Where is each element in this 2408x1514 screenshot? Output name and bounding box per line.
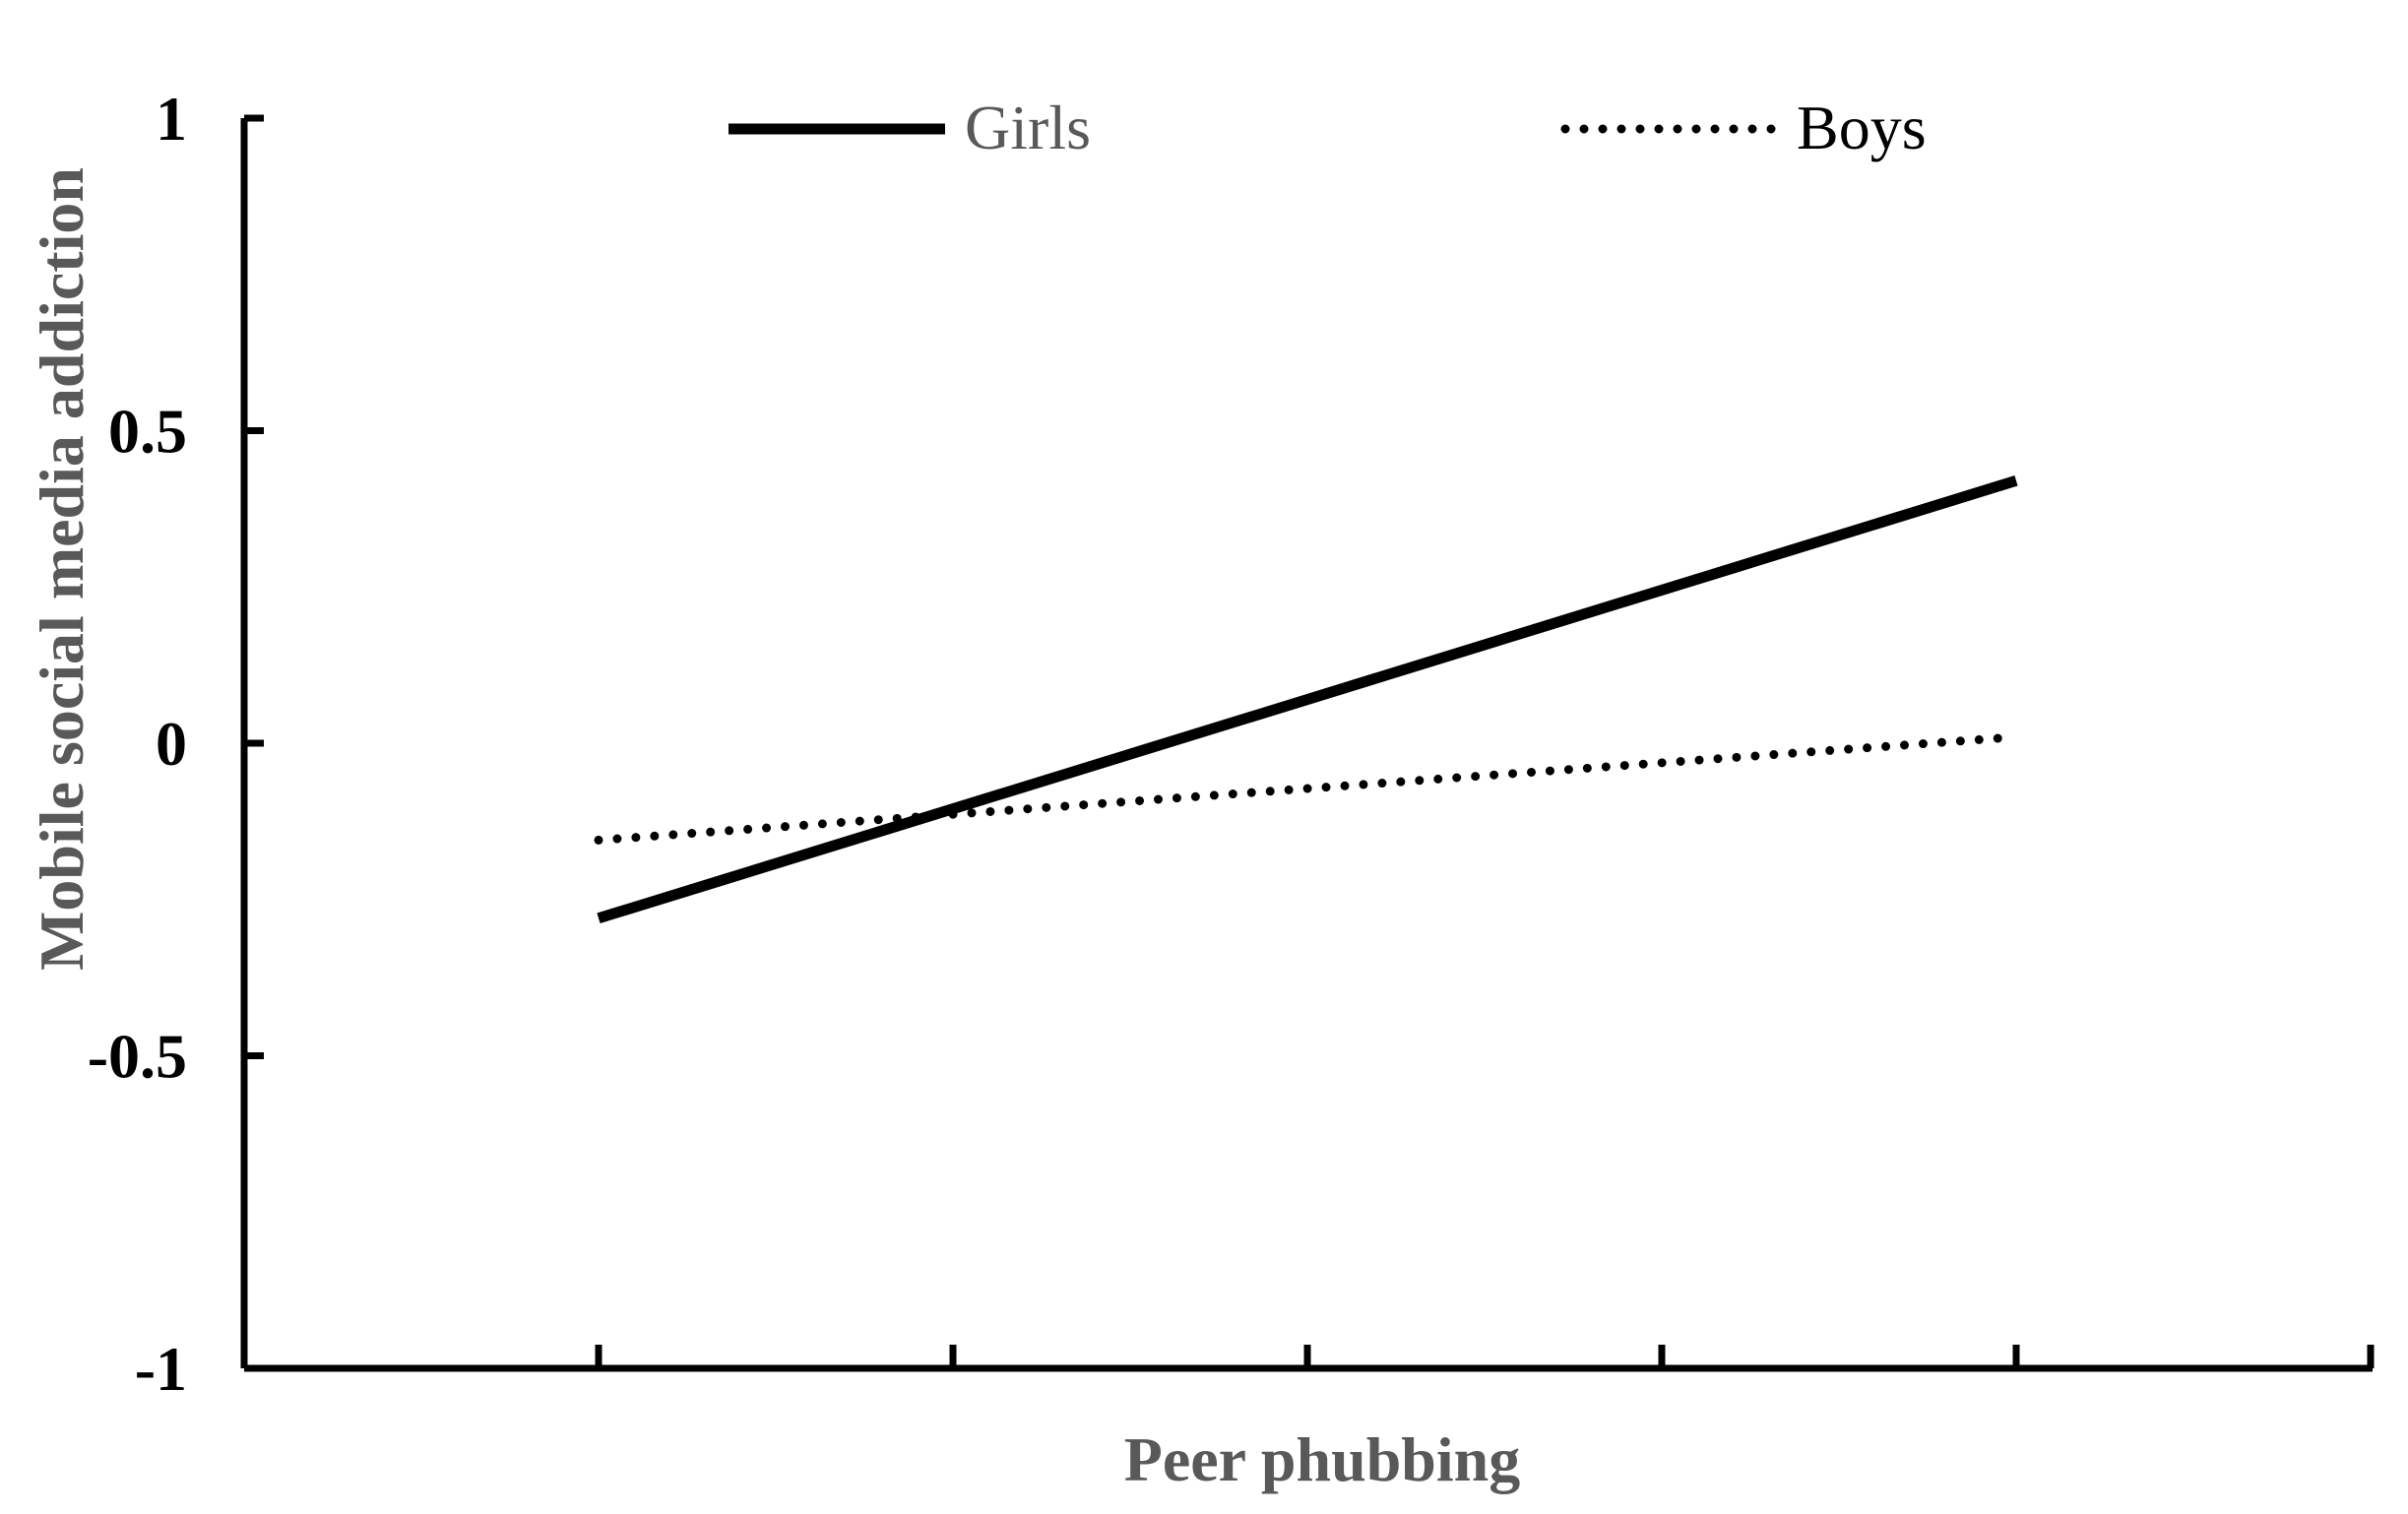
series-line-boys	[594, 732, 2021, 845]
series-group	[594, 475, 2021, 924]
y-tick-label: -0.5	[88, 1022, 187, 1092]
x-axis-label: Peer phubbing	[1124, 1424, 1521, 1494]
axes: -1 -0.5 0 0.5 1	[88, 84, 2375, 1404]
legend-label-girls: Girls	[965, 93, 1091, 162]
legend-label-boys: Boys	[1797, 93, 1927, 162]
y-tick-label: 0.5	[108, 397, 187, 467]
series-line-girls	[597, 475, 2018, 924]
y-tick-label: -1	[135, 1334, 187, 1404]
y-tick-label: 0	[156, 709, 187, 779]
y-tick-label: 1	[156, 84, 187, 154]
legend: Girls Boys	[729, 93, 1927, 162]
y-axis-label: Mobile social media addiction	[27, 167, 96, 971]
